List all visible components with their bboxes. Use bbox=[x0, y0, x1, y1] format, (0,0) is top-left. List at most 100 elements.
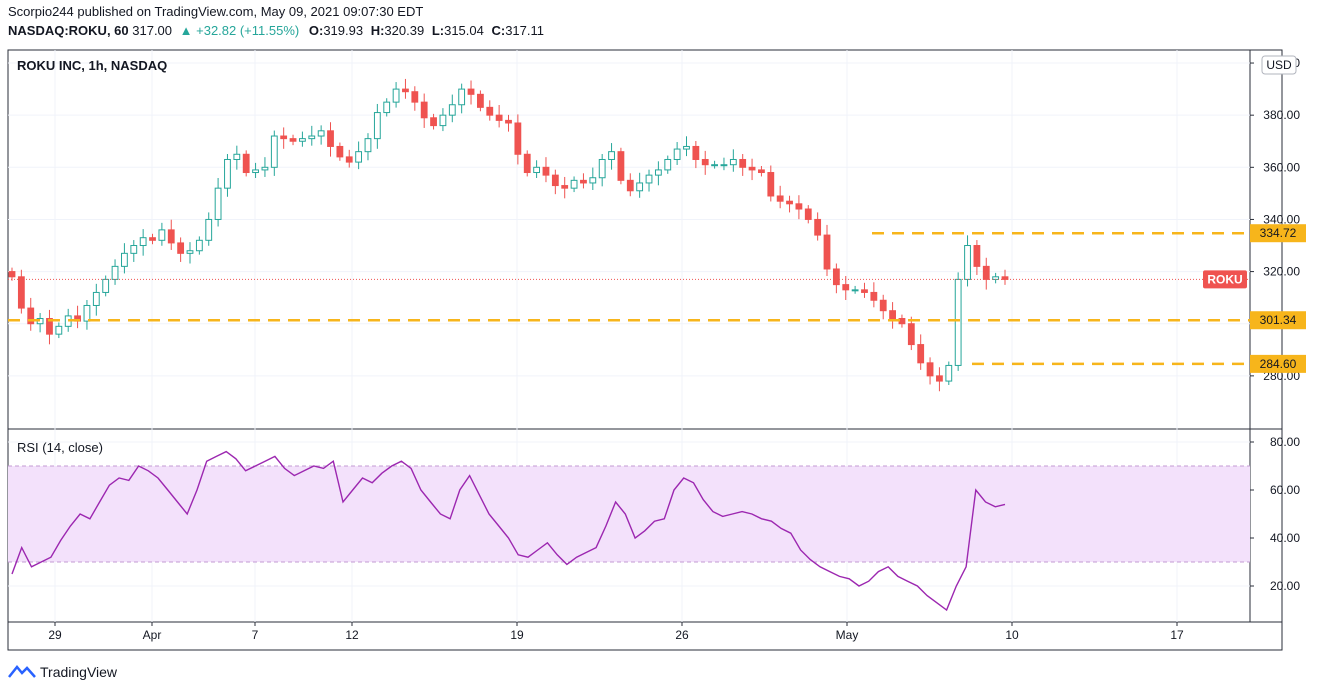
x-tick-label: 7 bbox=[252, 628, 259, 642]
level-tag bbox=[1250, 311, 1306, 330]
ohlc-line: NASDAQ:ROKU, 60 317.00 ▲ +32.82 (+11.55%… bbox=[8, 23, 548, 38]
rsi-line bbox=[11, 450, 1006, 612]
high-value: 320.39 bbox=[384, 23, 425, 38]
candle-up bbox=[608, 151, 615, 160]
candle-down bbox=[336, 145, 344, 158]
candle-up bbox=[92, 291, 100, 306]
open-value: 319.93 bbox=[323, 23, 364, 38]
candle-up bbox=[308, 135, 316, 140]
candle-down bbox=[982, 265, 990, 280]
level-tag bbox=[1250, 224, 1306, 243]
price-tick-label: 340.00 bbox=[1263, 212, 1300, 226]
candle-down bbox=[748, 166, 756, 171]
candle-up bbox=[205, 218, 213, 241]
candle-down bbox=[973, 245, 981, 267]
candle-up bbox=[364, 138, 372, 153]
x-tick-label: 12 bbox=[345, 628, 359, 642]
candle-down bbox=[795, 203, 803, 210]
candle-down bbox=[879, 299, 887, 312]
candle-up bbox=[711, 164, 718, 167]
candle-up bbox=[299, 138, 306, 142]
candle-up bbox=[83, 304, 91, 322]
candle-up bbox=[964, 245, 971, 280]
candle-up bbox=[102, 278, 110, 293]
price-change: ▲ +32.82 (+11.55%) bbox=[179, 23, 300, 38]
candle-up bbox=[954, 278, 962, 366]
candle-up bbox=[111, 265, 119, 280]
price-tick-label: 360.00 bbox=[1263, 160, 1300, 174]
symbol-tag-label: ROKU bbox=[1207, 272, 1242, 286]
candle-up bbox=[355, 151, 363, 163]
candle-down bbox=[430, 117, 437, 127]
candle-up bbox=[533, 166, 541, 174]
candle-up bbox=[439, 114, 447, 127]
candle-up bbox=[598, 158, 606, 179]
candle-down bbox=[27, 307, 35, 325]
candle-down bbox=[46, 318, 53, 335]
last-price: 317.00 bbox=[132, 23, 173, 38]
level-tag bbox=[1250, 354, 1306, 373]
candle-down bbox=[842, 284, 850, 291]
candle-down bbox=[832, 268, 840, 286]
candle-down bbox=[739, 158, 747, 168]
low-label: L: bbox=[431, 23, 445, 38]
candle-down bbox=[345, 156, 353, 163]
tradingview-logo-text: TradingView bbox=[40, 664, 118, 680]
currency-label: USD bbox=[1266, 58, 1292, 72]
candle-up bbox=[683, 145, 690, 150]
candle-up bbox=[214, 187, 222, 220]
candle-up bbox=[448, 104, 456, 116]
candle-up bbox=[270, 135, 278, 168]
close-label: C: bbox=[491, 23, 506, 38]
candle-up bbox=[645, 174, 653, 184]
candle-down bbox=[861, 289, 868, 293]
candle-up bbox=[158, 229, 166, 241]
symbol-tag bbox=[1203, 270, 1247, 289]
candle-down bbox=[551, 174, 559, 187]
candle-down bbox=[167, 229, 175, 244]
currency-box bbox=[1261, 55, 1297, 75]
x-tick-label: May bbox=[836, 628, 859, 642]
x-tick-label: 10 bbox=[1005, 628, 1019, 642]
publisher-line: Scorpio244 published on TradingView.com,… bbox=[8, 4, 424, 19]
candle-up bbox=[383, 101, 391, 114]
candle-down bbox=[495, 114, 503, 121]
candle-down bbox=[177, 242, 185, 254]
candle-down bbox=[8, 271, 16, 278]
candle-down bbox=[289, 138, 297, 142]
candle-down bbox=[280, 135, 288, 140]
candle-down bbox=[327, 130, 334, 147]
candle-up bbox=[720, 164, 728, 167]
tradingview-logo[interactable]: TradingView bbox=[8, 664, 117, 680]
level-tag-label: 301.34 bbox=[1260, 313, 1297, 327]
candle-up bbox=[317, 130, 325, 137]
price-pane-title: ROKU INC, 1h, NASDAQ bbox=[17, 58, 167, 73]
x-tick-label: 29 bbox=[48, 628, 62, 642]
candle-down bbox=[523, 153, 531, 174]
x-tick-label: 19 bbox=[510, 628, 524, 642]
candle-down bbox=[420, 101, 428, 119]
candle-up bbox=[55, 325, 63, 335]
rsi-tick-label: 60.00 bbox=[1270, 483, 1300, 497]
price-tick-label: 320.00 bbox=[1263, 265, 1300, 279]
rsi-tick-label: 80.00 bbox=[1270, 435, 1300, 449]
candle-up bbox=[729, 158, 737, 166]
candle-up bbox=[224, 158, 231, 189]
candle-down bbox=[823, 234, 831, 270]
candle-down bbox=[617, 151, 625, 181]
candle-down bbox=[936, 375, 943, 382]
x-tick-label: 26 bbox=[675, 628, 689, 642]
candle-down bbox=[767, 172, 775, 197]
candle-down bbox=[505, 119, 512, 124]
x-tick-label: 17 bbox=[1170, 628, 1184, 642]
candle-down bbox=[776, 195, 784, 202]
candle-up bbox=[673, 148, 681, 160]
candle-down bbox=[486, 106, 494, 116]
candle-up bbox=[589, 177, 597, 184]
candle-up bbox=[392, 88, 400, 103]
candle-up bbox=[233, 153, 241, 160]
level-tag-label: 284.60 bbox=[1260, 357, 1297, 371]
candle-down bbox=[786, 200, 793, 205]
symbol-label: NASDAQ:ROKU, 60 bbox=[8, 23, 129, 38]
